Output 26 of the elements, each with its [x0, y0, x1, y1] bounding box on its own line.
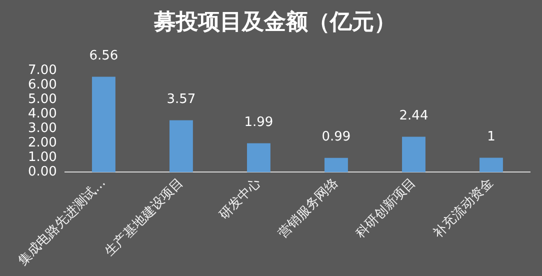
- y-tick-label: 5.00: [28, 92, 57, 107]
- x-tick-label: 生产基地建设项目: [102, 175, 186, 260]
- y-tick-label: 6.00: [28, 77, 57, 92]
- bar: [402, 136, 426, 172]
- x-tick-label: 营销服务网络: [276, 175, 342, 242]
- x-tick-label: 补充流动资金: [430, 174, 496, 242]
- data-label: 0.99: [322, 130, 351, 145]
- y-tick-label: 0.00: [28, 164, 57, 180]
- bar: [324, 158, 348, 172]
- data-label: 1: [487, 130, 496, 145]
- data-label: 2.44: [399, 108, 428, 124]
- y-tick-label: 3.00: [28, 120, 57, 136]
- data-label: 6.56: [89, 48, 118, 64]
- bar: [480, 158, 503, 172]
- y-tick-label: 1.00: [28, 150, 57, 166]
- y-tick-label: 7.00: [28, 62, 57, 78]
- x-tick-label: 研发中心: [216, 174, 264, 223]
- y-tick-label: 2.00: [28, 136, 57, 151]
- bar: [246, 143, 270, 172]
- bar: [169, 120, 193, 172]
- data-label: 1.99: [244, 115, 274, 130]
- x-tick-label: 科研创新项目: [353, 175, 419, 242]
- bar: [92, 76, 116, 172]
- chart-title: 募投项目及金额（亿元）: [153, 8, 396, 35]
- y-tick-label: 4.00: [28, 106, 57, 122]
- data-label: 3.57: [166, 92, 196, 108]
